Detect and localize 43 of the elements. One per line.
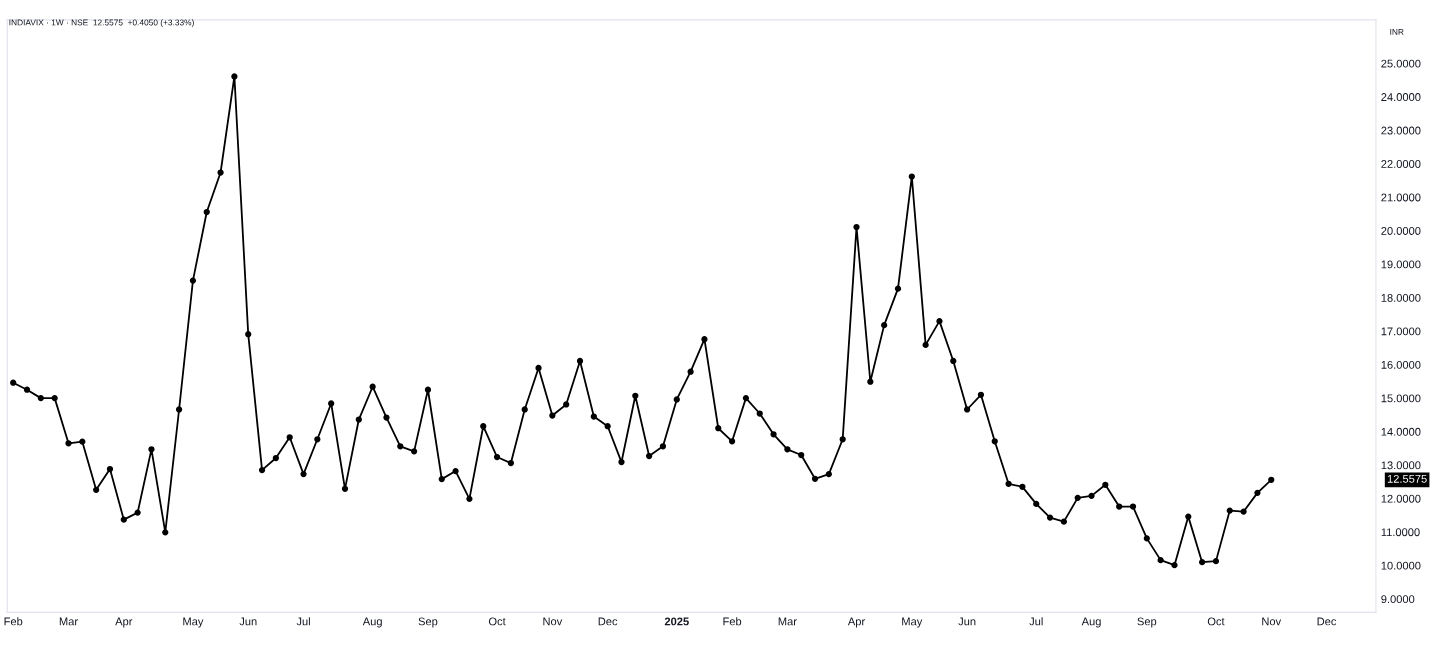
x-tick-label: Sep xyxy=(418,617,438,628)
x-tick-label: 2025 xyxy=(664,617,689,626)
y-tick-label: 22.0000 xyxy=(1381,160,1421,168)
x-tick-label: Aug xyxy=(1081,617,1101,628)
x-tick-label: Oct xyxy=(1207,617,1225,626)
x-tick-label: Mar xyxy=(778,617,797,626)
x-tick-label: Mar xyxy=(59,617,78,626)
y-tick-label: 13.0000 xyxy=(1381,461,1421,470)
y-tick-label: 19.0000 xyxy=(1381,260,1421,269)
x-tick-label: May xyxy=(902,617,923,628)
text: INR xyxy=(1390,29,1404,35)
y-tick-label: 12.0000 xyxy=(1381,494,1421,503)
y-tick-label: 21.0000 xyxy=(1381,193,1421,202)
y-tick-label: 16.0000 xyxy=(1381,360,1421,369)
y-tick-label: 14.0000 xyxy=(1381,427,1421,436)
x-tick-label: Apr xyxy=(847,617,865,628)
x-tick-label: Aug xyxy=(362,617,382,628)
y-tick-label: 20.0000 xyxy=(1381,227,1421,235)
x-tick-label: Jun xyxy=(239,617,257,626)
x-tick-label: Nov xyxy=(1262,617,1282,626)
x-tick-label: Dec xyxy=(1317,617,1337,626)
x-tick-label: Jul xyxy=(1029,617,1043,626)
x-tick-label: Apr xyxy=(115,617,133,628)
y-tick-label: 24.0000 xyxy=(1381,93,1421,101)
x-tick-label: Jul xyxy=(296,617,310,626)
x-tick-label: May xyxy=(183,617,204,628)
chart-title: INDIAVIX · 1W · NSE 12.5575 +0.4050 (+3.33%) xyxy=(9,19,194,28)
y-tick-label: 10.0000 xyxy=(1381,561,1421,570)
y-tick-label: 11.0000 xyxy=(1381,528,1420,537)
x-tick-label: Sep xyxy=(1137,617,1157,628)
y-tick-label: 23.0000 xyxy=(1381,126,1421,135)
y-tick-label: 9.0000 xyxy=(1381,595,1415,604)
x-tick-label: Jun xyxy=(958,617,976,626)
x-tick-label: Feb xyxy=(4,617,23,626)
y-tick-label: 17.0000 xyxy=(1381,327,1421,336)
text: 12.5575 xyxy=(1387,474,1427,483)
y-tick-label: 25.0000 xyxy=(1381,59,1421,68)
x-tick-label: Oct xyxy=(488,617,506,626)
x-tick-label: Feb xyxy=(723,617,742,626)
y-tick-label: 18.0000 xyxy=(1381,293,1421,302)
x-tick-label: Nov xyxy=(543,617,563,626)
y-tick-label: 15.0000 xyxy=(1381,394,1421,403)
x-tick-label: Dec xyxy=(598,617,618,626)
